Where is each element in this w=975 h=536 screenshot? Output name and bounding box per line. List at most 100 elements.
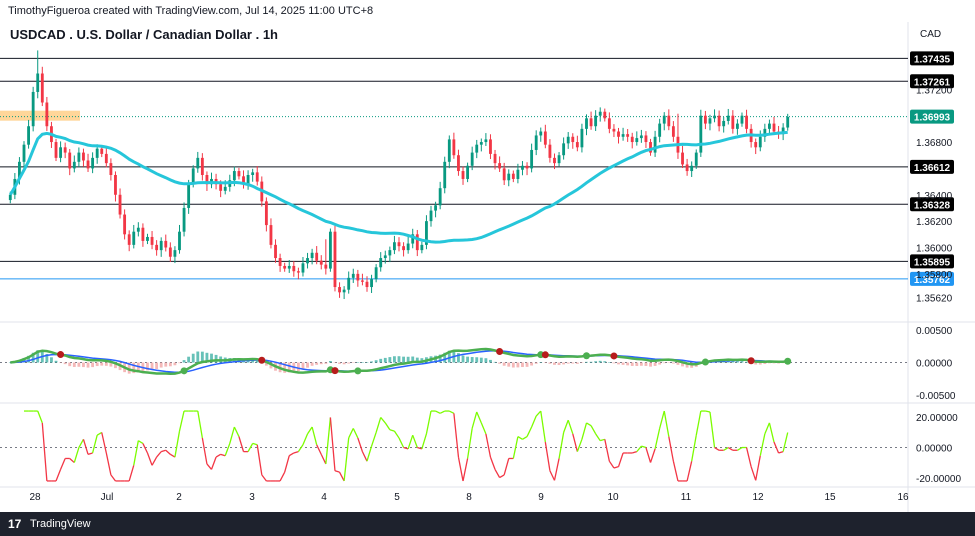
macd-histogram-bar <box>333 362 337 364</box>
level-price-box-4 <box>910 254 954 269</box>
macd-histogram-bar <box>461 355 465 363</box>
symbol-title: USDCAD . U.S. Dollar / Canadian Dollar .… <box>10 27 278 42</box>
candle-body <box>397 242 401 247</box>
macd-histogram-bar <box>768 362 771 364</box>
macd-histogram-bar <box>287 362 291 373</box>
candle-body <box>356 273 360 281</box>
candle-body <box>589 118 593 127</box>
osc-segment <box>407 435 414 450</box>
osc-segment <box>96 431 103 436</box>
price-tick-label: 1.36400 <box>916 191 953 202</box>
osc-segment <box>567 419 574 435</box>
candle-body <box>580 128 584 148</box>
macd-histogram-bar <box>671 362 675 364</box>
osc-segment <box>37 410 43 424</box>
candle-body <box>269 225 273 245</box>
osc-segment <box>142 443 149 454</box>
macd-histogram-bar <box>530 362 534 366</box>
osc-segment <box>288 452 295 457</box>
candle-body <box>63 147 67 153</box>
osc-segment <box>261 474 267 482</box>
osc-segment <box>403 446 409 450</box>
macd-histogram-bar <box>763 362 767 365</box>
macd-histogram-bar <box>264 362 268 366</box>
candle-body <box>347 277 351 290</box>
candle-body <box>420 244 424 251</box>
osc-segment <box>366 445 373 462</box>
osc-segment <box>544 441 551 471</box>
candle-body <box>360 280 364 282</box>
candle-body <box>694 152 698 166</box>
candle-body <box>127 234 131 245</box>
price-tick-label: 1.36800 <box>916 138 953 149</box>
level-price-label-0: 1.37435 <box>914 54 951 65</box>
candle-body <box>484 139 488 143</box>
osc-segment <box>503 458 510 476</box>
macd-histogram-bar <box>319 362 323 365</box>
osc-segment <box>512 436 519 459</box>
osc-segment <box>695 410 702 436</box>
osc-segment <box>293 451 299 454</box>
tradingview-logo-icon[interactable]: 17 <box>8 517 22 531</box>
macd-histogram-bar <box>393 356 396 363</box>
level-price-box-1 <box>910 74 954 89</box>
osc-segment <box>604 439 610 462</box>
candle-body <box>447 139 451 162</box>
candle-body <box>306 258 309 264</box>
osc-segment <box>755 455 761 481</box>
candle-body <box>502 168 506 181</box>
candle-body <box>292 265 296 272</box>
candle-body <box>598 111 602 116</box>
candle-body <box>557 155 561 164</box>
candle-body <box>612 128 616 132</box>
osc-segment <box>311 426 318 445</box>
macd-histogram-bar <box>475 357 479 363</box>
candle-body <box>786 117 790 128</box>
macd-histogram-bar <box>498 362 502 364</box>
osc-segment <box>586 422 592 427</box>
osc-segment <box>457 456 464 482</box>
osc-segment <box>526 426 533 437</box>
osc-segment <box>393 430 400 439</box>
osc-segment <box>654 428 661 450</box>
moving-average-line <box>9 130 788 244</box>
macd-histogram-bar <box>388 357 392 363</box>
currency-box[interactable] <box>912 25 946 43</box>
currency-label[interactable]: CAD <box>920 29 941 40</box>
macd-histogram-bar <box>662 362 666 364</box>
osc-segment <box>549 470 556 481</box>
macd-cross-dot <box>496 348 504 356</box>
tradingview-brand[interactable]: TradingView <box>30 518 91 530</box>
candle-body <box>411 234 415 244</box>
candle-body <box>525 165 529 169</box>
candle-body <box>511 173 515 179</box>
candle-body <box>123 214 127 235</box>
macd-histogram-bar <box>374 360 378 363</box>
macd-cross-dot <box>701 358 709 366</box>
candle-body <box>713 115 716 119</box>
x-tick-label: Jul <box>101 492 114 503</box>
osc-segment <box>778 451 784 454</box>
osc-segment <box>398 437 405 448</box>
macd-histogram-bar <box>626 362 630 366</box>
osc-segment <box>590 425 597 435</box>
macd-cross-dot <box>784 357 792 365</box>
candle-body <box>516 169 520 179</box>
osc-segment <box>105 452 112 476</box>
chart-area[interactable]: USDCAD . U.S. Dollar / Canadian Dollar .… <box>0 22 975 512</box>
osc-segment <box>449 410 455 414</box>
macd-histogram-bar <box>168 362 172 367</box>
macd-histogram-bar <box>534 362 538 364</box>
osc-tick-label: 0.00000 <box>916 444 953 455</box>
macd-histogram-bar <box>649 362 652 367</box>
candle-body <box>383 255 387 259</box>
macd-histogram-bar <box>681 362 684 367</box>
candle-body <box>434 205 438 211</box>
osc-segment <box>659 410 665 429</box>
candle-body <box>452 139 456 156</box>
macd-tick-label: 0.00000 <box>916 359 953 370</box>
osc-segment <box>306 426 313 435</box>
macd-histogram-bar <box>603 361 607 363</box>
osc-segment <box>759 433 766 456</box>
macd-histogram-bar <box>86 362 90 368</box>
